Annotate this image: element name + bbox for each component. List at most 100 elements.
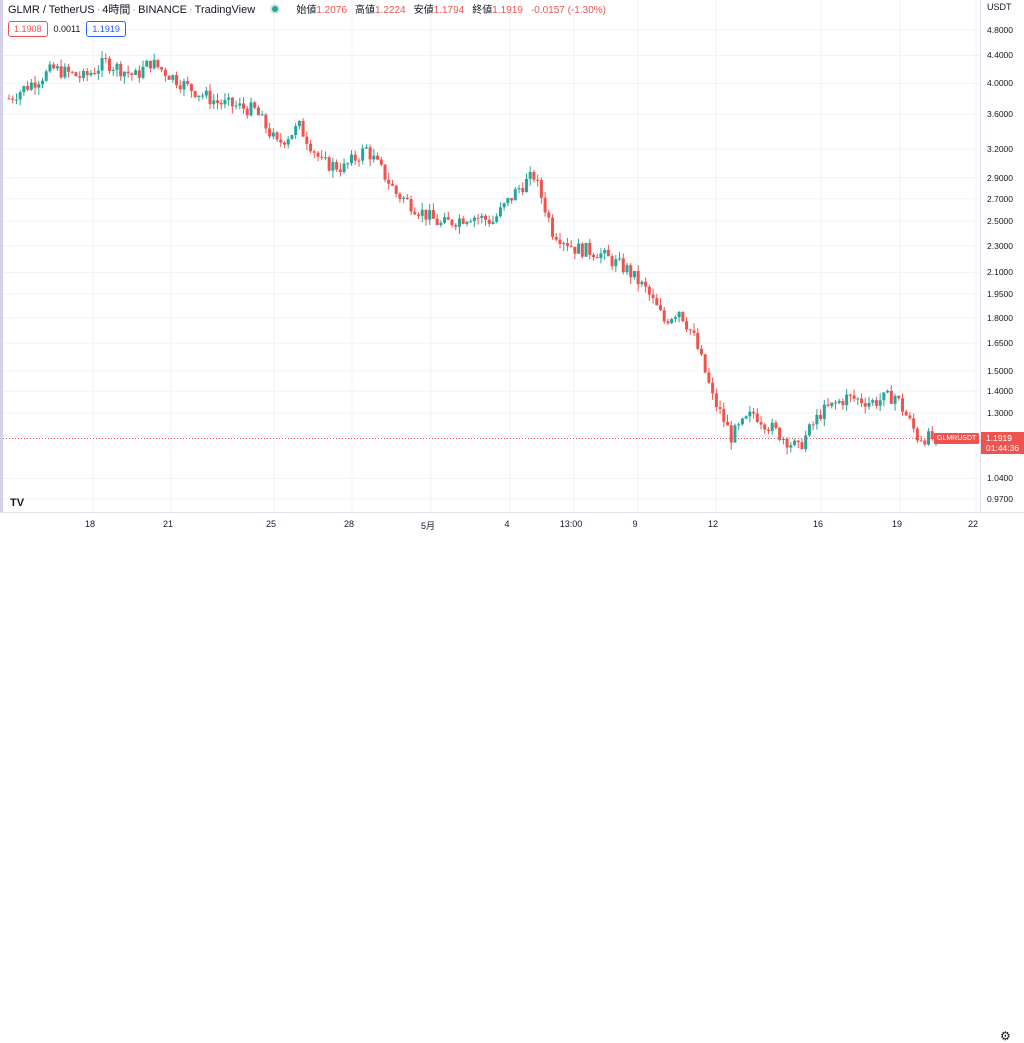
time-tick-label: 18 [84, 519, 96, 529]
candle-up [115, 63, 119, 70]
candle-down [230, 97, 234, 107]
candle-down [755, 413, 759, 423]
candle-down [759, 422, 763, 425]
candle-down [484, 215, 488, 220]
price-tick-label: 1.8000 [987, 312, 1013, 323]
candle-up [152, 59, 156, 69]
candle-down [718, 407, 722, 409]
candle-down [405, 197, 409, 200]
candle-down [610, 256, 614, 267]
time-tick-label: 22 [967, 519, 979, 529]
candle-up [223, 99, 227, 105]
candle-down [186, 81, 190, 84]
candle-down [588, 242, 592, 255]
candle-down [78, 76, 82, 78]
candle-down [148, 60, 152, 69]
candle-down [551, 217, 555, 237]
candle-down [59, 66, 63, 78]
candle-down [863, 403, 867, 407]
candlestick-chart[interactable] [3, 0, 980, 512]
time-tick-label: 5月 [420, 521, 436, 531]
price-tick-label: 2.3000 [987, 240, 1013, 251]
gear-icon[interactable]: ⚙ [1000, 1029, 1011, 1043]
candle-up [603, 249, 607, 254]
buy-button[interactable]: 1.1919 [86, 21, 126, 37]
candle-down [785, 438, 789, 448]
candle-up [18, 92, 22, 100]
currency-label[interactable]: USDT [987, 2, 1012, 12]
candle-down [930, 431, 934, 439]
candle-up [182, 81, 186, 90]
low-label: 安値 [413, 5, 434, 16]
candle-down [245, 108, 249, 116]
candle-down [726, 421, 730, 426]
candle-down [390, 183, 394, 186]
sell-button[interactable]: 1.1908 [8, 21, 48, 37]
legend-pair[interactable]: GLMR / TetherUS [8, 4, 95, 16]
candle-down [521, 188, 525, 193]
candle-up [618, 258, 622, 260]
candle-up [96, 70, 100, 74]
candle-down [357, 160, 361, 162]
chart-area[interactable] [0, 0, 980, 512]
candle-down [543, 197, 547, 213]
candle-down [137, 70, 141, 78]
candle-down [338, 169, 342, 173]
candle-up [204, 90, 208, 96]
candle-down [7, 98, 11, 100]
candle-down [547, 212, 551, 218]
candle-down [156, 59, 160, 68]
candle-down [919, 440, 923, 442]
candle-up [428, 210, 432, 220]
candle-up [498, 207, 502, 217]
candle-down [11, 98, 15, 100]
open-value: 1.2076 [316, 5, 347, 16]
candle-up [562, 243, 566, 245]
candle-up [364, 147, 368, 149]
price-tick-label: 4.8000 [987, 24, 1013, 35]
candle-up [480, 215, 484, 218]
candle-up [249, 102, 253, 116]
candle-up [793, 440, 797, 446]
candle-up [171, 75, 175, 80]
high-value: 1.2224 [374, 5, 406, 16]
candle-down [692, 330, 696, 333]
time-axis[interactable]: 18 21 25 28 5月 4 13:00 9 12 16 19 22 ⚙ [0, 512, 1024, 1043]
price-axis[interactable]: USDT 4.8000 4.4000 4.0000 3.6000 3.2000 2.900… [980, 0, 1024, 512]
price-tick-label: 2.7000 [987, 193, 1013, 204]
candle-down [383, 164, 387, 180]
candle-up [48, 64, 52, 72]
candle-up [740, 418, 744, 425]
candle-down [707, 372, 711, 383]
candle-down [874, 400, 878, 406]
candle-down [175, 75, 179, 86]
candle-down [848, 394, 852, 396]
candle-down [636, 270, 640, 285]
candle-down [752, 411, 756, 414]
candle-up [100, 57, 104, 71]
candle-down [282, 142, 286, 145]
candle-up [443, 217, 447, 223]
low-value: 1.1794 [433, 5, 465, 16]
candle-up [744, 416, 748, 419]
tradingview-logo-icon[interactable]: TV [10, 497, 25, 509]
price-tick-label: 1.4000 [987, 386, 1013, 397]
candle-down [659, 305, 663, 311]
legend-provider: TradingView [194, 4, 256, 16]
candle-down [900, 398, 904, 412]
candle-up [457, 218, 461, 227]
candle-down [242, 103, 246, 109]
candle-down [554, 236, 558, 240]
candle-up [640, 281, 644, 285]
candle-down [573, 246, 577, 254]
candle-down [558, 239, 562, 244]
price-tick-label: 3.6000 [987, 109, 1013, 120]
candle-up [238, 103, 242, 106]
candle-down [85, 71, 89, 76]
candle-down [711, 382, 715, 394]
high-label: 高値 [354, 5, 375, 16]
candle-down [565, 243, 569, 247]
legend-interval[interactable]: 4時間 [102, 4, 131, 16]
time-tick-label: 13:00 [559, 519, 583, 529]
candle-up [439, 222, 443, 226]
